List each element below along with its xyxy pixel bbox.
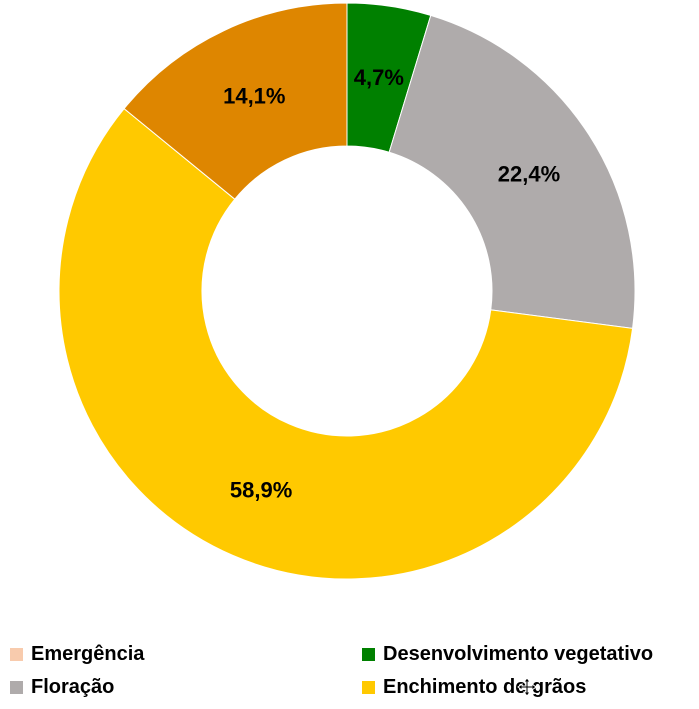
legend-item-emergencia[interactable]: Emergência — [10, 643, 144, 666]
slice-floracao[interactable] — [388, 14, 636, 329]
slice-maturacao[interactable] — [123, 2, 348, 200]
legend-item-desenvolvimento-vegetativo[interactable]: Desenvolvimento vegetativo — [362, 643, 653, 666]
legend-item-floracao[interactable]: Floração — [10, 676, 114, 699]
move-cursor-icon — [517, 677, 537, 697]
legend-swatch-desenvolvimento-vegetativo — [362, 648, 375, 661]
legend-label-enchimento-de-graos: Enchimento de grãos — [383, 676, 587, 698]
legend-label-emergencia: Emergência — [31, 643, 145, 665]
data-label-maturacao: 14,1% — [223, 83, 285, 108]
data-label-desenvolvimento-vegetativo: 4,7% — [354, 65, 404, 90]
slice-enchimento-de-graos[interactable] — [58, 107, 634, 580]
legend-label-desenvolvimento-vegetativo: Desenvolvimento vegetativo — [383, 643, 654, 665]
legend-swatch-enchimento-de-graos — [362, 681, 375, 694]
legend-swatch-emergencia — [10, 648, 23, 661]
donut-chart: 4,7% 22,4% 58,9% 14,1% — [58, 2, 636, 580]
legend-item-enchimento-de-graos[interactable]: Enchimento de grãos — [362, 676, 586, 699]
legend-label-floracao: Floração — [31, 676, 115, 698]
data-label-floracao: 22,4% — [498, 162, 560, 187]
data-label-enchimento-de-graos: 58,9% — [230, 478, 292, 503]
legend-swatch-floracao — [10, 681, 23, 694]
